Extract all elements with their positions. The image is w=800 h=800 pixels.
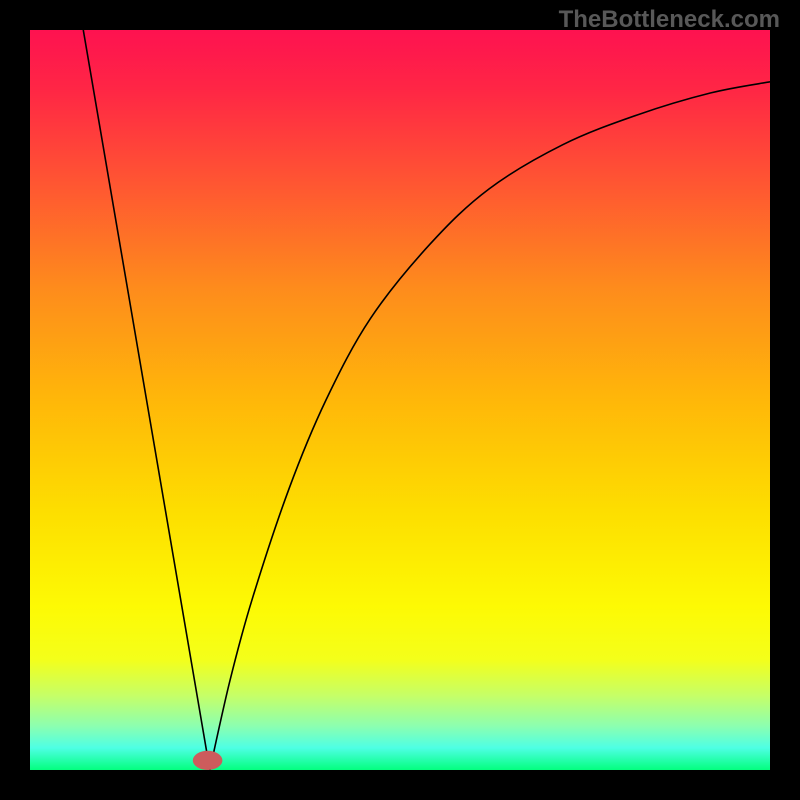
plot-area bbox=[30, 30, 770, 770]
bottleneck-marker bbox=[193, 751, 223, 770]
chart-container: TheBottleneck.com bbox=[0, 0, 800, 800]
gradient-background bbox=[30, 30, 770, 770]
watermark-text: TheBottleneck.com bbox=[559, 6, 780, 34]
